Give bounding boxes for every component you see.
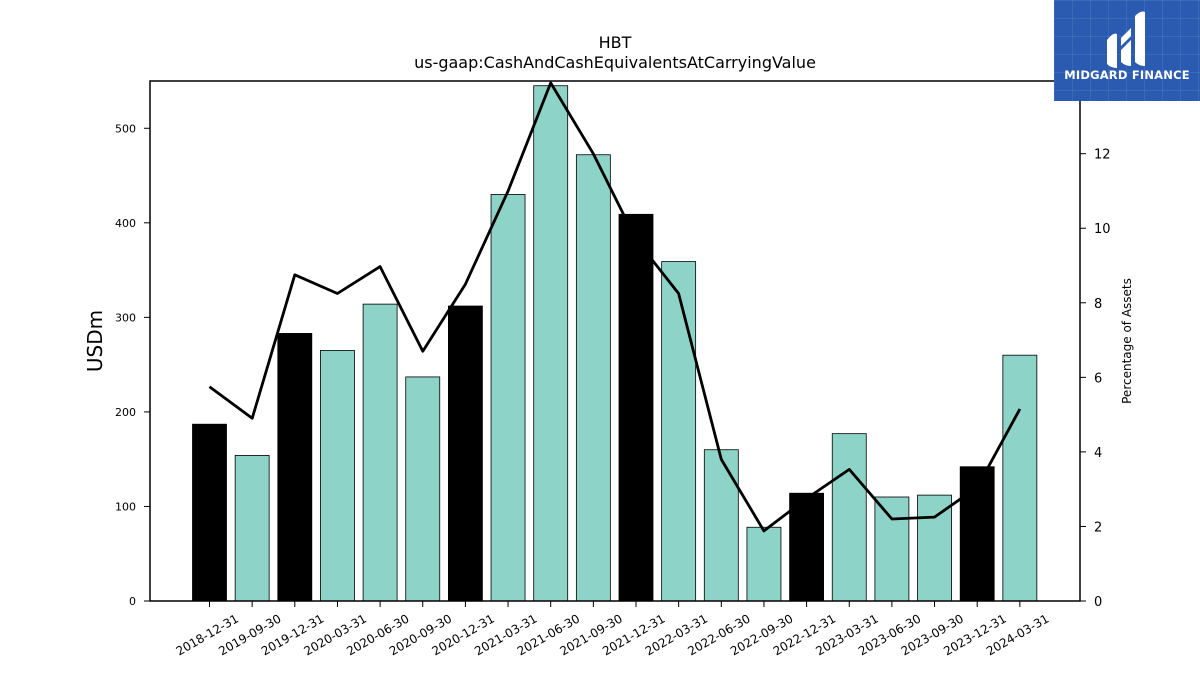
y-axis-right-label: Percentage of Assets [1120, 278, 1134, 404]
y-tick-label-left: 500 [115, 122, 136, 135]
bar [874, 496, 910, 602]
line-series [208, 81, 1022, 533]
y-axis-left-label: USDm [83, 310, 107, 372]
plot-frame [149, 80, 1081, 602]
bar [917, 494, 952, 602]
y-tick-label-left: 400 [115, 217, 136, 230]
bar [746, 526, 782, 602]
y-tick-label-left: 100 [115, 500, 136, 513]
bar [447, 305, 483, 602]
bar [362, 303, 398, 602]
bar [575, 154, 611, 602]
y-tick-label-left: 300 [115, 311, 136, 324]
bar [320, 350, 355, 602]
logo-text: MIDGARD FINANCE [1064, 68, 1190, 82]
logo-mark-icon [1107, 11, 1145, 68]
bar [405, 376, 441, 602]
y-tick-label-right: 8 [1094, 297, 1102, 312]
midgard-finance-logo: MIDGARD FINANCE [1054, 0, 1200, 101]
bar [959, 466, 995, 602]
bar [234, 454, 270, 602]
bar-series [192, 85, 1038, 602]
bar [618, 213, 654, 602]
y-tick-label-right: 2 [1094, 520, 1102, 535]
bar [831, 433, 867, 602]
bar [533, 85, 569, 602]
y-axis-left: 0 100 200 300 400 500 [115, 122, 150, 608]
x-axis: 2018-12-312019-09-302019-12-312020-03-31… [174, 601, 1051, 658]
y-tick-label-right: 12 [1094, 148, 1111, 163]
y-tick-label-right: 6 [1094, 371, 1102, 386]
y-axis-right: 0 2 4 6 8 10 12 [1080, 148, 1111, 610]
bar [1002, 354, 1038, 602]
series-line [208, 81, 1022, 533]
bar [277, 333, 313, 602]
bar [789, 492, 824, 602]
bar [703, 449, 739, 602]
y-tick-label-right: 0 [1094, 595, 1102, 610]
bar [490, 194, 526, 602]
y-tick-label-left: 200 [115, 406, 136, 419]
bar [661, 261, 697, 602]
chart-subtitle: us-gaap:CashAndCashEquivalentsAtCarrying… [414, 53, 816, 72]
y-tick-label-right: 10 [1094, 222, 1111, 237]
chart-title: HBT [599, 33, 632, 52]
y-tick-label-right: 4 [1094, 446, 1102, 461]
bar [192, 423, 227, 602]
y-tick-label-left: 0 [129, 595, 136, 608]
